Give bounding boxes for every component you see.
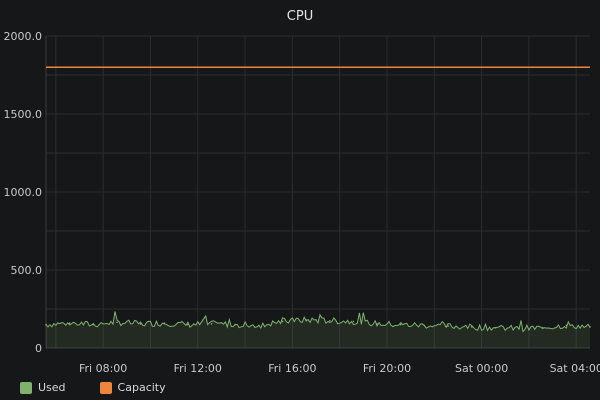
x-tick-label: Fri 12:00: [174, 362, 222, 375]
used-swatch: [20, 381, 32, 394]
legend-label-used: Used: [38, 381, 66, 394]
x-tick-label: Fri 20:00: [363, 362, 411, 375]
used-point: [329, 319, 331, 322]
legend-item-capacity[interactable]: Capacity: [99, 381, 166, 394]
y-tick-label: 1000.0: [4, 186, 43, 199]
used-point: [163, 322, 166, 324]
x-tick-label: Fri 16:00: [268, 362, 316, 375]
used-point: [210, 323, 213, 325]
chart-title: CPU: [286, 9, 314, 24]
used-area: [46, 311, 590, 348]
used-point: [234, 323, 237, 326]
x-tick-label: Sat 00:00: [455, 362, 508, 375]
used-point: [258, 324, 260, 327]
used-point: [187, 323, 189, 326]
used-point: [518, 327, 520, 330]
used-point: [352, 320, 355, 323]
y-tick-label: 500.0: [11, 264, 43, 277]
used-point: [399, 323, 402, 326]
used-point: [470, 326, 473, 328]
used-point: [68, 322, 71, 324]
used-point: [447, 325, 449, 327]
used-point: [139, 323, 142, 325]
used-point: [565, 324, 568, 327]
legend-label-capacity: Capacity: [117, 381, 166, 394]
used-point: [541, 326, 544, 329]
used-line: [45, 311, 591, 333]
used-point: [45, 323, 47, 326]
x-tick-label: Sat 04:00: [550, 362, 600, 375]
used-point: [92, 323, 95, 326]
y-tick-label: 2000.0: [4, 30, 43, 43]
used-point: [589, 326, 591, 328]
y-tick-label: 1500.0: [4, 108, 43, 121]
used-point: [423, 324, 426, 327]
used-point: [494, 326, 497, 329]
y-tick-label: 0: [35, 342, 42, 355]
x-tick-label: Fri 08:00: [79, 362, 127, 375]
used-point: [305, 319, 307, 321]
used-point: [376, 323, 378, 325]
legend: Used Capacity: [20, 381, 166, 394]
legend-item-used[interactable]: Used: [20, 381, 66, 394]
capacity-swatch: [99, 381, 112, 394]
used-point: [116, 321, 118, 324]
used-point: [281, 320, 284, 323]
